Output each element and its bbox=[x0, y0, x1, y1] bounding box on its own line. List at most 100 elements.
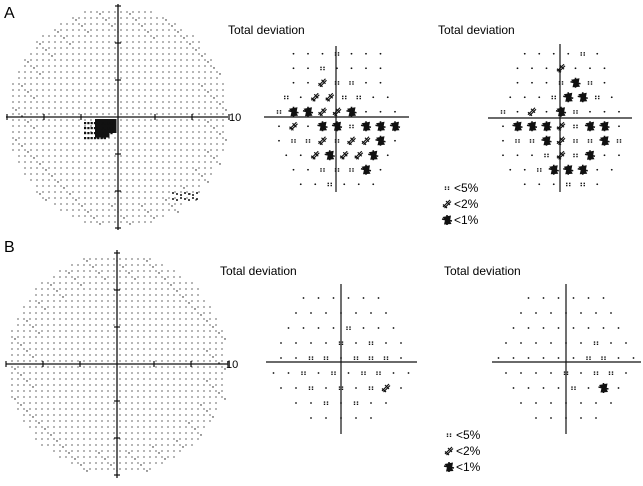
panel-b-left-point-r4c6 bbox=[355, 342, 357, 344]
panel-a-left-point-r2c6 bbox=[365, 67, 367, 70]
panel-b-field-dot-299 bbox=[167, 318, 169, 320]
panel-a-field-dot-143 bbox=[189, 43, 191, 45]
panel-a-field-dot-1084 bbox=[171, 205, 173, 207]
panel-a-field-dot-440 bbox=[114, 95, 116, 97]
panel-a-field-dot-971 bbox=[42, 185, 44, 187]
panel-b-field-dot-351 bbox=[41, 330, 43, 332]
panel-b-field-dot-1135 bbox=[119, 468, 121, 470]
panel-b-field-dot-862 bbox=[185, 408, 187, 410]
panel-b-field-dot-633 bbox=[149, 372, 151, 374]
panel-b-field-dot-694 bbox=[65, 384, 67, 386]
panel-a-field-dot-67 bbox=[90, 29, 92, 31]
panel-b-field-dot-714 bbox=[185, 384, 187, 386]
panel-b-field-dot-1018 bbox=[143, 438, 145, 440]
panel-a-field-dot-1061 bbox=[54, 203, 56, 205]
panel-b-field-dot-504 bbox=[53, 354, 55, 356]
panel-b-field-dot-550 bbox=[107, 360, 109, 362]
panel-a-field-dot-1004 bbox=[54, 191, 56, 193]
panel-b-field-dot-891 bbox=[149, 414, 151, 416]
panel-b-left-point-r6c7 bbox=[361, 371, 366, 375]
panel-b-field-dot-1140 bbox=[146, 470, 148, 472]
panel-b-field-dot-2 bbox=[86, 260, 88, 262]
panel-b-field-dot-1133 bbox=[113, 468, 115, 470]
panel-a-field-dot-601 bbox=[180, 119, 182, 121]
panel-a-field-dot-357 bbox=[72, 83, 74, 85]
panel-b-legend-item-5: <5% bbox=[446, 428, 481, 442]
panel-a-field-dot-598 bbox=[162, 119, 164, 121]
panel-b-field-dot-895 bbox=[173, 414, 175, 416]
panel-a-field-dot-581 bbox=[60, 119, 62, 121]
panel-a-field-dot-347 bbox=[18, 83, 20, 85]
panel-a-field-dot-863 bbox=[186, 161, 188, 163]
panel-b-field-dot-363 bbox=[113, 330, 115, 332]
panel-b-field-dot-195 bbox=[149, 300, 151, 302]
panel-a-left-point-r6c3 bbox=[307, 125, 309, 128]
panel-b-field-dot-558 bbox=[155, 360, 157, 362]
panel-b-field-dot-218 bbox=[89, 306, 91, 308]
panel-b-field-dot-492 bbox=[206, 350, 208, 352]
panel-b-field-dot-34 bbox=[161, 264, 163, 266]
panel-a-field-dot-378 bbox=[198, 83, 200, 85]
panel-b-field-dot-445 bbox=[149, 342, 151, 344]
panel-a-right-point-r9c2 bbox=[523, 168, 526, 171]
panel-a-field-dot-618 bbox=[54, 125, 56, 127]
panel-a-field-dot-648 bbox=[12, 131, 14, 133]
panel-a-field-dot-27 bbox=[132, 17, 134, 19]
panel-a-field-dot-207 bbox=[204, 53, 206, 55]
panel-b-field-dot-107 bbox=[161, 282, 163, 284]
panel-b-field-dot-266 bbox=[179, 312, 181, 314]
panel-a-field-dot-913 bbox=[72, 173, 74, 175]
panel-b-field-dot-64 bbox=[77, 276, 79, 278]
panel-a-field-dot-6 bbox=[108, 11, 110, 13]
panel-a-field-dot-861 bbox=[174, 161, 176, 163]
panel-a-field-dot-382 bbox=[216, 83, 218, 85]
panel-a-right-point-r10c6 bbox=[596, 183, 599, 186]
panel-b-field-dot-88 bbox=[53, 282, 55, 284]
panel-b-field-dot-522 bbox=[161, 354, 163, 356]
panel-b-field-dot-153 bbox=[83, 294, 85, 296]
panel-b-field-dot-897 bbox=[185, 414, 187, 416]
panel-a-scotoma-cell-9 bbox=[102, 123, 106, 129]
panel-b-field-dot-311 bbox=[29, 324, 31, 326]
panel-a-field-dot-740 bbox=[108, 143, 110, 145]
panel-b-field-dot-847 bbox=[95, 408, 97, 410]
panel-b-field-dot-413 bbox=[185, 336, 187, 338]
panel-b-field-dot-766 bbox=[47, 396, 49, 398]
panel-a-field-dot-237 bbox=[192, 59, 194, 61]
panel-b-field-dot-1097 bbox=[125, 456, 127, 458]
panel-a-field-dot-429 bbox=[48, 95, 50, 97]
panel-b-right-point-r1c6 bbox=[602, 297, 605, 299]
panel-b-field-dot-276 bbox=[29, 318, 31, 320]
panel-a-field-dot-1033 bbox=[48, 197, 50, 199]
panel-a-field-dot-1026 bbox=[180, 191, 182, 193]
panel-a-field-dot-315 bbox=[36, 77, 38, 79]
panel-b-field-dot-976 bbox=[71, 432, 73, 434]
panel-a-field-dot-388 bbox=[30, 89, 32, 91]
panel-a-field-dot-689 bbox=[30, 137, 32, 139]
panel-a-field-dot-745 bbox=[138, 143, 140, 145]
panel-a-legend-symbol-3 bbox=[441, 215, 453, 225]
panel-b-field-dot-1000 bbox=[41, 438, 43, 440]
panel-a-scotoma-cell-10 bbox=[105, 123, 110, 129]
panel-a-field-dot-526 bbox=[180, 107, 182, 109]
panel-a-field-dot-152 bbox=[66, 47, 68, 49]
panel-a-field-dot-562 bbox=[168, 113, 170, 115]
panel-b-field-dot-1023 bbox=[173, 438, 175, 440]
panel-b-left-plot-symbols bbox=[272, 297, 410, 419]
panel-a-field-dot-524 bbox=[168, 107, 170, 109]
panel-a-temporal-point-60 bbox=[184, 192, 186, 194]
panel-a-field-dot-259 bbox=[120, 65, 122, 67]
panel-b-field-dot-186 bbox=[95, 300, 97, 302]
panel-a-field-dot-959 bbox=[150, 179, 152, 181]
panel-a-field-dot-1041 bbox=[90, 197, 92, 199]
panel-a-field-dot-397 bbox=[84, 89, 86, 91]
panel-b-field-dot-585 bbox=[89, 366, 91, 368]
panel-a-field-dot-880 bbox=[78, 167, 80, 169]
panel-b-field-dot-447 bbox=[161, 342, 163, 344]
panel-a-field-dot-1140 bbox=[132, 221, 134, 223]
panel-b-field-dot-837 bbox=[35, 408, 37, 410]
panel-a-field-dot-644 bbox=[210, 125, 212, 127]
panel-a-field-dot-887 bbox=[120, 167, 122, 169]
panel-a-field-dot-73 bbox=[120, 29, 122, 31]
panel-a-field-dot-734 bbox=[72, 143, 74, 145]
